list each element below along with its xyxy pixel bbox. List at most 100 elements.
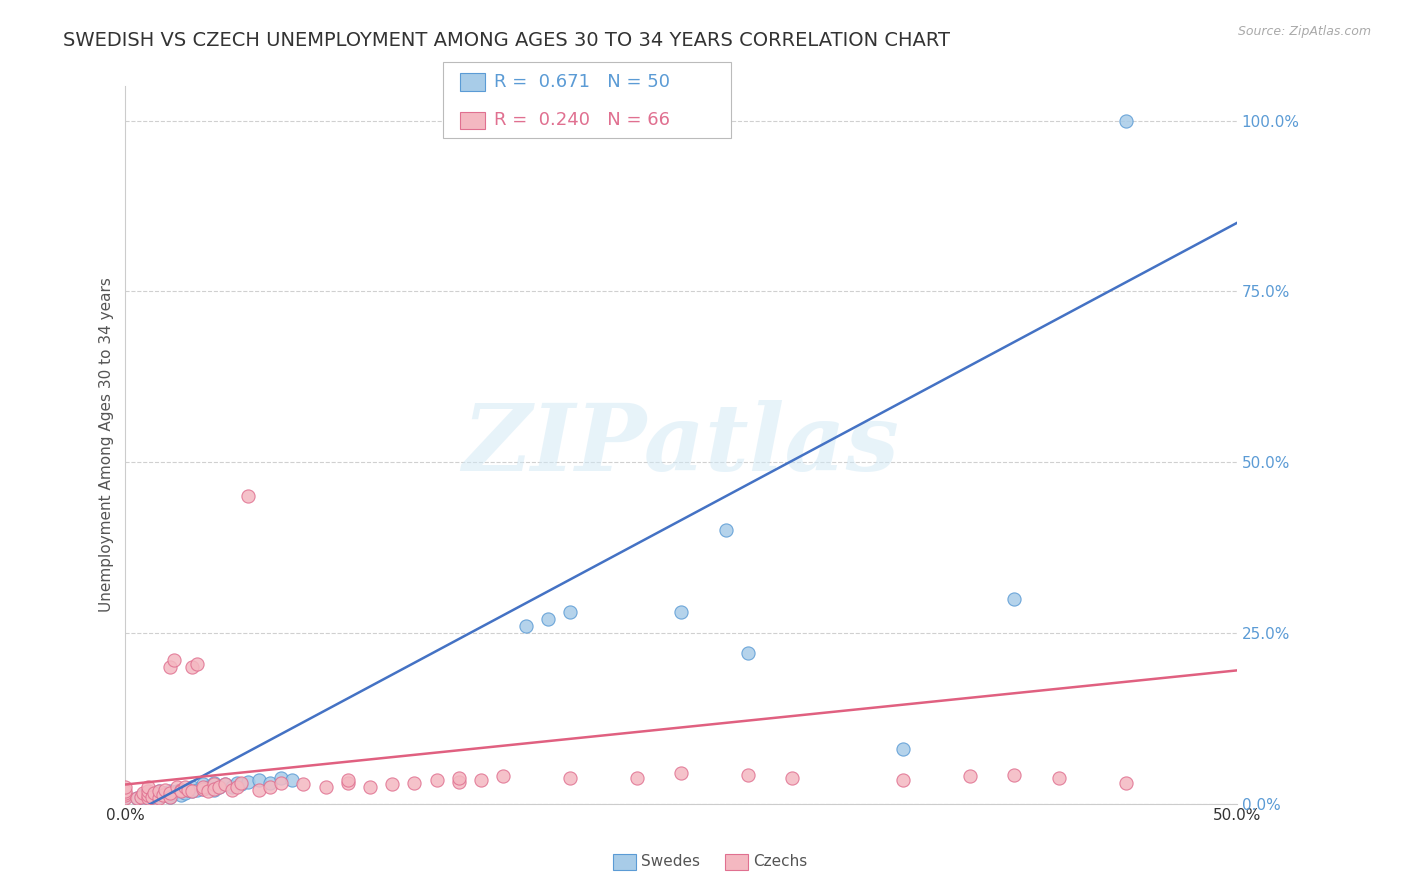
Point (186, 657, 208, 671)
Point (170, 784, 193, 798)
Point (193, 781, 215, 796)
Point (186, 783, 208, 797)
Point (129, 789, 152, 804)
Point (292, 777, 315, 791)
Point (177, 783, 200, 797)
Point (447, 774, 470, 789)
Point (780, 771, 803, 785)
Point (558, 605, 581, 619)
Point (136, 780, 159, 794)
Point (136, 784, 159, 798)
Point (225, 780, 247, 794)
Point (959, 769, 981, 783)
Point (492, 769, 515, 783)
Point (669, 765, 692, 780)
Text: R =  0.671   N = 50: R = 0.671 N = 50 (494, 73, 669, 91)
Point (470, 772, 492, 787)
Point (202, 781, 225, 796)
Point (136, 789, 159, 803)
Point (114, 784, 136, 798)
Point (202, 776, 225, 790)
Point (1115, 113, 1137, 128)
Point (236, 489, 259, 503)
Point (143, 786, 166, 800)
Point (136, 786, 159, 800)
Point (114, 789, 136, 804)
Point (181, 780, 204, 794)
Point (159, 786, 181, 800)
Point (202, 783, 225, 797)
Point (208, 780, 231, 794)
Point (159, 789, 181, 804)
Point (181, 784, 204, 798)
Point (537, 612, 560, 626)
Point (170, 789, 193, 803)
Point (181, 660, 204, 674)
Point (1004, 591, 1026, 606)
Point (221, 780, 243, 794)
Point (225, 776, 247, 790)
Point (159, 789, 181, 803)
Point (114, 780, 136, 794)
Point (714, 524, 737, 538)
Point (143, 789, 166, 803)
Point (214, 777, 236, 791)
Point (141, 789, 163, 804)
Point (336, 776, 359, 790)
Point (281, 772, 304, 787)
Point (193, 777, 215, 791)
Point (336, 772, 359, 787)
Point (159, 660, 181, 674)
Point (221, 783, 243, 797)
Text: SWEDISH VS CZECH UNEMPLOYMENT AMONG AGES 30 TO 34 YEARS CORRELATION CHART: SWEDISH VS CZECH UNEMPLOYMENT AMONG AGES… (63, 31, 950, 50)
Point (214, 777, 236, 791)
Point (626, 771, 648, 785)
Point (114, 786, 136, 800)
Point (129, 789, 152, 804)
Point (270, 776, 292, 790)
Point (170, 783, 193, 797)
Point (174, 780, 197, 794)
Point (114, 789, 136, 803)
Point (166, 780, 188, 794)
Point (247, 772, 270, 787)
Point (893, 772, 915, 787)
Point (148, 791, 170, 805)
Text: Swedes: Swedes (641, 855, 700, 869)
Point (426, 772, 449, 787)
Point (132, 786, 155, 800)
Point (148, 789, 170, 804)
Point (152, 789, 174, 803)
Point (1047, 771, 1070, 785)
Point (236, 774, 259, 789)
Point (737, 646, 759, 660)
Point (259, 780, 281, 794)
Point (170, 783, 193, 797)
Point (558, 771, 581, 785)
Point (148, 786, 170, 800)
Text: Source: ZipAtlas.com: Source: ZipAtlas.com (1237, 25, 1371, 38)
Point (125, 791, 148, 805)
Text: Czechs: Czechs (754, 855, 808, 869)
Point (177, 783, 200, 797)
Point (181, 784, 204, 798)
Point (141, 789, 163, 804)
Point (515, 619, 537, 633)
Point (197, 784, 219, 798)
Point (404, 776, 426, 790)
Point (159, 789, 181, 804)
Point (148, 784, 170, 798)
Point (193, 780, 215, 794)
Point (202, 777, 225, 791)
Point (893, 742, 915, 756)
Point (208, 780, 231, 794)
Point (152, 789, 174, 803)
Point (197, 780, 219, 794)
Point (174, 786, 197, 800)
Point (381, 777, 404, 791)
Point (315, 780, 337, 794)
Text: R =  0.240   N = 66: R = 0.240 N = 66 (494, 112, 669, 129)
Point (159, 784, 181, 798)
Point (136, 789, 159, 804)
Point (1004, 768, 1026, 782)
